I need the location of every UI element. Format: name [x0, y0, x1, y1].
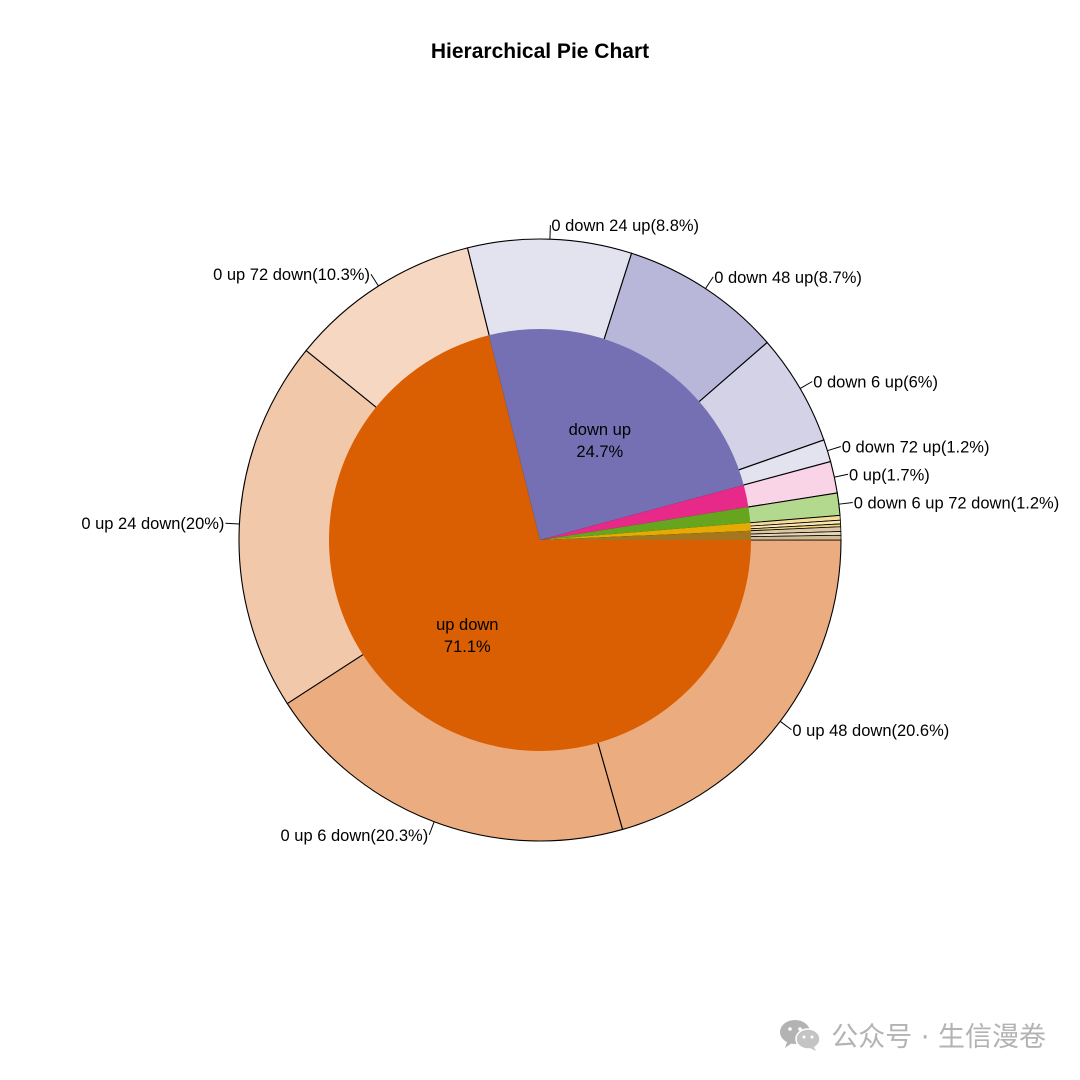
outer-slice-label: 0 down 48 up(8.7%)	[714, 269, 862, 287]
outer-label-leader	[838, 502, 853, 505]
outer-slice-label: 0 up(1.7%)	[849, 466, 930, 484]
outer-label-leader	[834, 473, 849, 478]
outer-slice-label: 0 up 72 down(10.3%)	[213, 266, 370, 284]
chart-title: Hierarchical Pie Chart	[430, 40, 650, 63]
inner-slice	[488, 328, 744, 540]
outer-label-leader	[225, 522, 240, 525]
inner-slice-label: up down	[436, 616, 498, 634]
inner-labels: up down 71.1% down up 24.7%	[436, 421, 631, 656]
outer-slice-label: 0 up 6 down(20.3%)	[281, 827, 429, 845]
outer-label-leader	[827, 446, 841, 452]
outer-slice-label: 0 up 48 down(20.6%)	[792, 722, 949, 740]
outer-slice-label: 0 down 24 up(8.8%)	[551, 217, 699, 235]
inner-slice-percent: 71.1%	[444, 638, 491, 656]
outer-label-leader	[799, 381, 813, 389]
watermark-text: 公众号 · 生信漫卷	[831, 1022, 1046, 1053]
inner-slice	[540, 506, 751, 540]
watermark: 公众号 · 生信漫卷	[779, 1015, 1046, 1054]
outer-label-leader	[705, 276, 714, 289]
inner-slice	[329, 335, 751, 751]
outer-labels: 0 up 48 down(20.6%) 0 up 6 down(20.3%) 0 u…	[81, 217, 1059, 845]
outer-label-leader	[428, 821, 435, 836]
inner-slice	[540, 522, 751, 540]
outer-label-leader	[370, 273, 379, 287]
outer-slice-label: 0 down 6 up(6%)	[813, 374, 938, 392]
outer-label-leader	[779, 720, 792, 731]
inner-slice-label: down up	[569, 421, 631, 439]
inner-slice-percent: 24.7%	[576, 443, 623, 461]
outer-slice-label: 0 down 6 up 72 down(1.2%)	[854, 495, 1059, 513]
outer-slice-label: 0 down 72 up(1.2%)	[842, 439, 990, 457]
wechat-icon	[780, 1019, 821, 1051]
inner-slice	[540, 484, 749, 540]
outer-slice-label: 0 up 24 down(20%)	[81, 515, 224, 533]
inner-pie	[329, 328, 751, 751]
inner-slice	[540, 530, 751, 540]
